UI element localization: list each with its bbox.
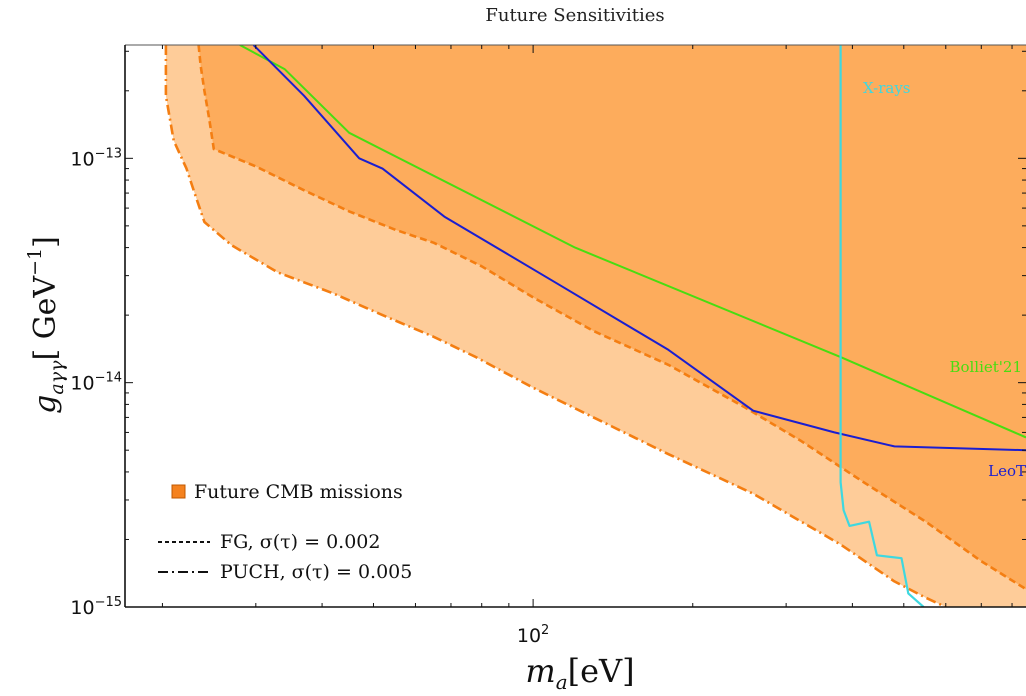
y-tick-label: 10−15	[70, 595, 122, 619]
legend-label-future-cmb: Future CMB missions	[194, 481, 403, 503]
x-axis-label: ma[eV]	[525, 652, 634, 694]
legend-marker-future-cmb	[171, 484, 186, 499]
region-boundary-puch-0-005	[164, 45, 947, 607]
chart-title: Future Sensitivities	[485, 5, 664, 26]
line-x-rays	[839, 45, 925, 607]
y-tick-label: 10−13	[70, 146, 122, 170]
line-leot	[252, 45, 1026, 452]
plot-area	[164, 45, 1026, 607]
svg-text:ma[eV]: ma[eV]	[525, 652, 634, 694]
annotation-leot: LeoT	[988, 462, 1026, 480]
region-boundary-fg-0-002	[197, 45, 1026, 591]
line-bolliet-21	[239, 45, 1026, 439]
legend-label-puch: PUCH, σ(τ) = 0.005	[220, 561, 412, 583]
legend-label-fg: FG, σ(τ) = 0.002	[220, 531, 380, 553]
annotations: X-rays Bolliet'21 LeoT	[863, 79, 1026, 480]
y-axis-label: gaγγ[ GeV−1]	[24, 236, 68, 414]
axis-ticks: 10−13 10−14 10−15 102	[70, 45, 1026, 647]
y-tick-label: 10−14	[70, 371, 122, 395]
plot-frame	[124, 44, 1026, 608]
x-tick-label: 102	[517, 623, 549, 647]
annotation-x-rays: X-rays	[863, 79, 911, 97]
legend: Future CMB missions FG, σ(τ) = 0.002 PUC…	[158, 481, 412, 583]
svg-text:gaγγ[ GeV−1]: gaγγ[ GeV−1]	[24, 236, 68, 414]
annotation-bolliet-21: Bolliet'21	[949, 358, 1022, 376]
